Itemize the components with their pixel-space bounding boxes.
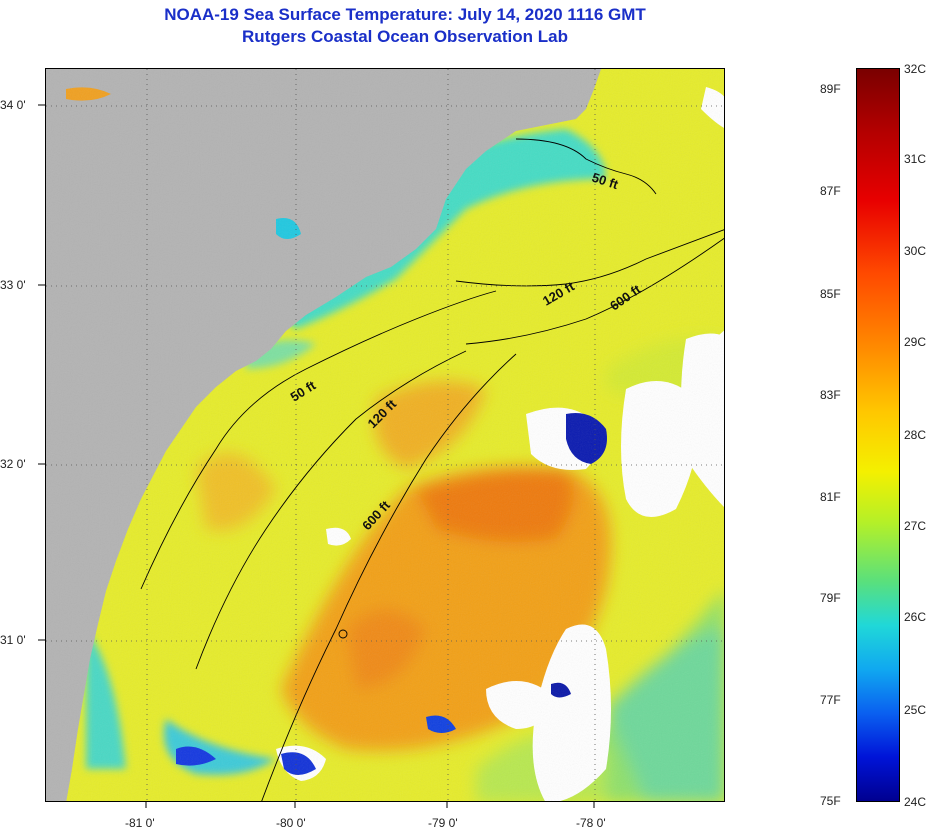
colorbar-celsius-label: 24C (904, 795, 927, 809)
colorbar-fahrenheit-label: 87F (820, 184, 841, 198)
longitude-label: -81 0' (125, 816, 155, 830)
longitude-label: -80 0' (276, 816, 306, 830)
map-subtitle: Rutgers Coastal Ocean Observation Lab (242, 27, 568, 46)
colorbar-fahrenheit-label: 75F (820, 794, 841, 808)
colorbar-fahrenheit-label: 89F (820, 82, 841, 96)
contour-600ft-south (261, 353, 517, 801)
colorbar-celsius-label: 25C (904, 703, 927, 717)
latitude-label: 34 0' (0, 98, 26, 112)
colorbar-celsius-label: 32C (904, 62, 927, 76)
texture-overlay (46, 69, 724, 801)
colorbar-celsius-label: 28C (904, 428, 927, 442)
graticule (46, 69, 724, 801)
colorbar-celsius-label: 26C (904, 610, 927, 624)
contour-120ft-north (455, 229, 724, 287)
colorbar-fahrenheit-label: 81F (820, 490, 841, 504)
colorbar-celsius-label: 29C (904, 335, 927, 349)
sst-map: 50 ft 120 ft 600 ft 50 ft 120 ft 600 ft (45, 68, 725, 802)
colorbar-fahrenheit-label: 83F (820, 388, 841, 402)
colorbar-celsius-label: 30C (904, 244, 927, 258)
contour-50ft-north (515, 138, 657, 195)
map-title: NOAA-19 Sea Surface Temperature: July 14… (164, 5, 646, 24)
colorbar-celsius-label: 27C (904, 519, 927, 533)
colorbar-fahrenheit-label: 79F (820, 591, 841, 605)
colorbar-fahrenheit-label: 85F (820, 287, 841, 301)
contour-600ft-north (465, 237, 724, 345)
sst-map-canvas: 50 ft 120 ft 600 ft 50 ft 120 ft 600 ft (46, 69, 724, 801)
latitude-label: 33 0' (0, 278, 26, 292)
colorbar-fahrenheit-label: 77F (820, 693, 841, 707)
latitude-label: 31 0' (0, 633, 26, 647)
latitude-label: 32 0' (0, 457, 26, 471)
contour-120ft-south (195, 350, 467, 670)
station-marker (338, 629, 348, 639)
longitude-label: -78 0' (576, 816, 606, 830)
temperature-colorbar (856, 68, 900, 802)
colorbar-celsius-label: 31C (904, 152, 927, 166)
longitude-label: -79 0' (428, 816, 458, 830)
